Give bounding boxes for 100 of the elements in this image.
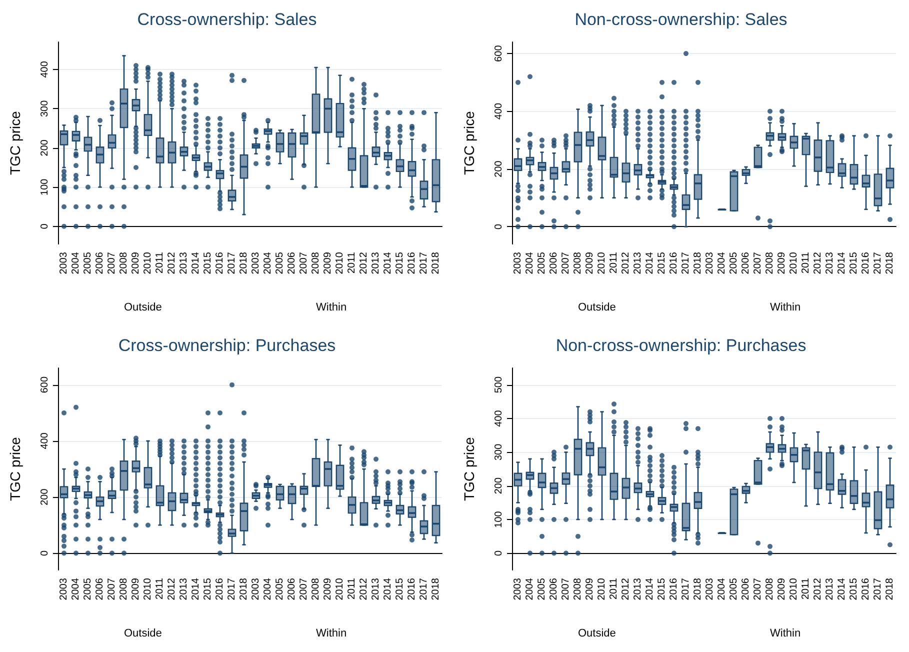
y-tick-label: 0 xyxy=(40,223,50,230)
x-tick-label: 2010 xyxy=(788,252,800,274)
x-tick-label: 2015 xyxy=(848,252,860,274)
x-tick-label: 2011 xyxy=(154,252,166,274)
x-tick-label: 2010 xyxy=(596,252,608,274)
x-tick-label: 2016 xyxy=(214,252,226,274)
x-tick-label: 2009 xyxy=(776,252,788,274)
x-tick-label: 2012 xyxy=(812,578,824,600)
x-tick-label: 2007 xyxy=(106,578,118,600)
x-tick-label: 2012 xyxy=(620,252,632,274)
x-tick-label: 2007 xyxy=(560,252,572,274)
x-tick-label: 2018 xyxy=(884,578,896,600)
x-tick-label: 2010 xyxy=(788,578,800,600)
y-tick-label: 100 xyxy=(40,178,50,196)
x-tick-label: 2008 xyxy=(764,252,776,274)
chart-title: Non-cross-ownership: Sales xyxy=(574,10,788,29)
x-tick-label: 2014 xyxy=(382,578,394,600)
x-tick-label: 2010 xyxy=(334,252,346,274)
x-tick-label: 2011 xyxy=(154,578,166,600)
x-tick-label: 2008 xyxy=(572,252,584,274)
x-tick-label: 2008 xyxy=(764,578,776,600)
x-tick-label: 2004 xyxy=(262,578,274,600)
x-tick-label: 2015 xyxy=(656,252,668,274)
x-tick-label: 2005 xyxy=(274,252,286,274)
x-tick-label: 2015 xyxy=(394,252,406,274)
x-tick-label: 2015 xyxy=(202,578,214,600)
x-tick-label: 2013 xyxy=(370,252,382,274)
x-tick-label: 2018 xyxy=(238,578,250,600)
text: Within xyxy=(316,302,347,314)
y-tick-label: 300 xyxy=(494,443,504,461)
x-tick-label: 2016 xyxy=(668,578,680,600)
x-tick-label: 2017 xyxy=(872,252,884,274)
x-tick-label: 2014 xyxy=(836,252,848,274)
x-tick-label: 2007 xyxy=(298,252,310,274)
x-tick-label: 2012 xyxy=(358,252,370,274)
x-tick-label: 2003 xyxy=(704,578,716,600)
x-tick-label: 2011 xyxy=(346,578,358,600)
x-tick-label: 2014 xyxy=(382,252,394,274)
x-tick-label: 2010 xyxy=(142,252,154,274)
x-tick-label: 2017 xyxy=(418,252,430,274)
x-tick-label: 2009 xyxy=(322,252,334,274)
x-tick-label: 2008 xyxy=(310,252,322,274)
y-axis-title: TGC price xyxy=(461,436,477,501)
y-tick-label: 200 xyxy=(40,488,50,506)
x-tick-label: 2003 xyxy=(512,252,524,274)
x-tick-label: 2012 xyxy=(812,252,824,274)
x-tick-label: 2009 xyxy=(584,252,596,274)
x-tick-label: 2008 xyxy=(310,578,322,600)
x-tick-label: 2010 xyxy=(142,578,154,600)
y-axis-title: TGC price xyxy=(461,110,477,175)
x-tick-label: 2016 xyxy=(406,578,418,600)
x-tick-label: 2017 xyxy=(872,578,884,600)
x-tick-label: 2004 xyxy=(524,252,536,274)
y-tick-label: 400 xyxy=(40,60,50,78)
x-tick-label: 2016 xyxy=(406,252,418,274)
x-tick-label: 2012 xyxy=(358,578,370,600)
x-tick-label: 2013 xyxy=(632,252,644,274)
x-tick-label: 2018 xyxy=(692,252,704,274)
x-tick-label: 2018 xyxy=(430,252,442,274)
x-tick-label: 2017 xyxy=(418,578,430,600)
x-tick-label: 2010 xyxy=(596,578,608,600)
x-tick-label: 2013 xyxy=(824,252,836,274)
x-tick-label: 2005 xyxy=(728,252,740,274)
text: Outside xyxy=(578,302,616,314)
x-tick-label: 2005 xyxy=(274,578,286,600)
x-tick-label: 2009 xyxy=(584,578,596,600)
x-tick-label: 2007 xyxy=(752,578,764,600)
x-tick-label: 2014 xyxy=(644,252,656,274)
x-tick-label: 2012 xyxy=(620,578,632,600)
x-tick-label: 2015 xyxy=(202,252,214,274)
x-tick-label: 2006 xyxy=(286,578,298,600)
x-tick-label: 2016 xyxy=(860,252,872,274)
x-tick-label: 2007 xyxy=(560,578,572,600)
x-tick-label: 2013 xyxy=(178,578,190,600)
y-tick-label: 600 xyxy=(494,44,504,62)
x-tick-label: 2005 xyxy=(536,252,548,274)
y-tick-label: 200 xyxy=(494,160,504,178)
x-tick-label: 2012 xyxy=(166,252,178,274)
x-tick-label: 2013 xyxy=(370,578,382,600)
x-tick-label: 2006 xyxy=(94,578,106,600)
chart-title: Non-cross-ownership: Purchases xyxy=(556,336,806,355)
x-tick-label: 2011 xyxy=(800,578,812,600)
x-tick-label: 2007 xyxy=(752,252,764,274)
x-tick-label: 2004 xyxy=(716,252,728,274)
x-tick-label: 2018 xyxy=(692,578,704,600)
x-tick-label: 2012 xyxy=(166,578,178,600)
x-tick-label: 2013 xyxy=(824,578,836,600)
text: Within xyxy=(770,628,801,640)
x-tick-label: 2014 xyxy=(190,252,202,274)
x-tick-label: 2004 xyxy=(70,578,82,600)
x-tick-label: 2003 xyxy=(58,252,70,274)
x-tick-label: 2006 xyxy=(548,252,560,274)
x-tick-label: 2003 xyxy=(250,252,262,274)
x-tick-label: 2017 xyxy=(680,578,692,600)
y-axis-title: TGC price xyxy=(7,436,23,501)
x-tick-label: 2016 xyxy=(214,578,226,600)
y-tick-label: 600 xyxy=(40,376,50,394)
x-tick-label: 2011 xyxy=(346,252,358,274)
x-tick-label: 2009 xyxy=(776,578,788,600)
x-tick-label: 2003 xyxy=(58,578,70,600)
